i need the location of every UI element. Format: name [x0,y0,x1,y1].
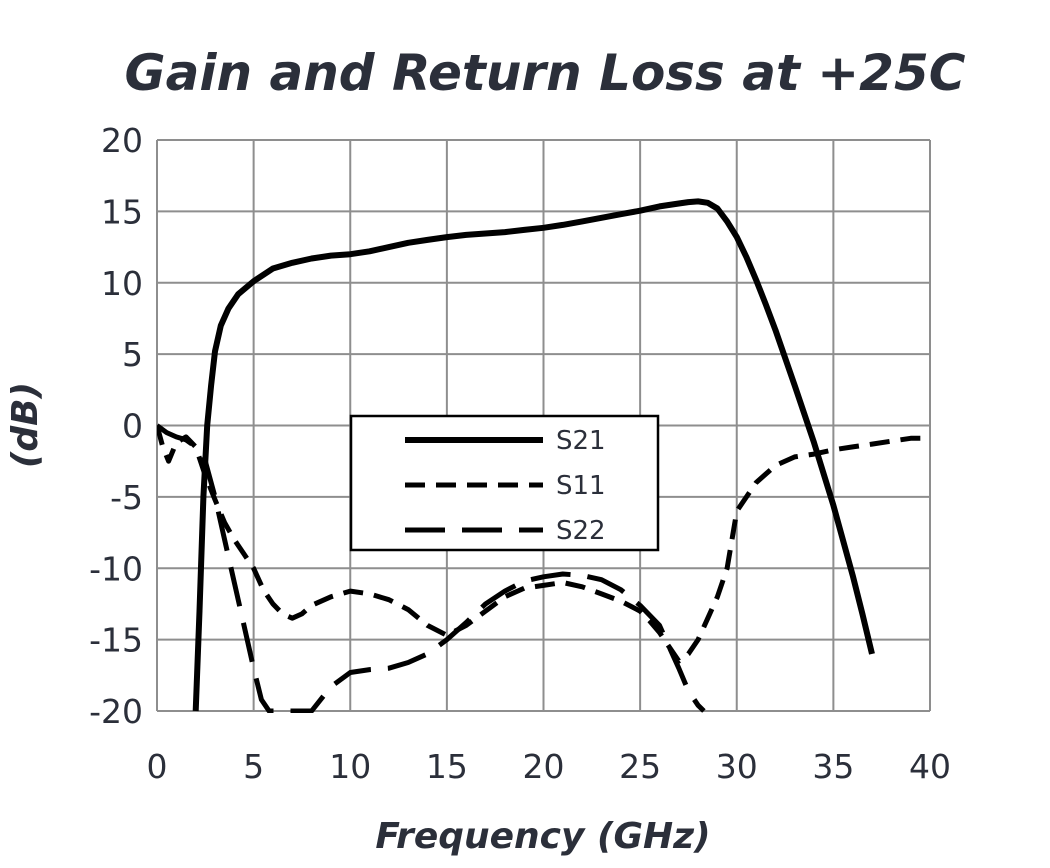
y-tick-label: 15 [101,192,143,231]
y-tick-label: 20 [101,121,143,160]
y-tick-label: 10 [101,264,143,303]
y-axis-label: (dB) [5,382,46,468]
y-tick-label: -10 [89,549,143,588]
series-line-s21 [192,198,875,712]
x-tick-label: 35 [812,747,854,786]
x-tick-label: 10 [329,747,371,786]
x-tick-label: 15 [426,747,468,786]
series-group [157,198,930,713]
y-tick-label: -20 [89,692,143,731]
y-tick-label: 0 [122,407,143,446]
x-tick-labels: 0 5 10 15 20 25 30 35 40 [147,747,952,786]
x-axis-label: Frequency (GHz) [375,816,710,857]
x-tick-label: 0 [147,747,168,786]
y-tick-label: 5 [122,335,143,374]
y-tick-label: -5 [110,478,143,517]
x-tick-label: 20 [523,747,565,786]
x-tick-label: 5 [243,747,264,786]
x-tick-label: 30 [716,747,758,786]
legend-label-s22: S22 [556,516,606,546]
x-tick-label: 25 [619,747,661,786]
legend-label-s11: S11 [556,471,606,501]
series-line-s22 [157,423,706,713]
x-tick-label: 40 [909,747,951,786]
legend-label-s21: S21 [556,426,606,456]
y-tick-label: -15 [89,621,143,660]
legend: S21 S11 S22 [349,414,660,552]
chart-title: Gain and Return Loss at +25C [125,44,966,102]
series-line-s11 [157,424,930,664]
y-tick-labels: 20 15 10 5 0 -5 -10 -15 -20 [89,121,143,731]
